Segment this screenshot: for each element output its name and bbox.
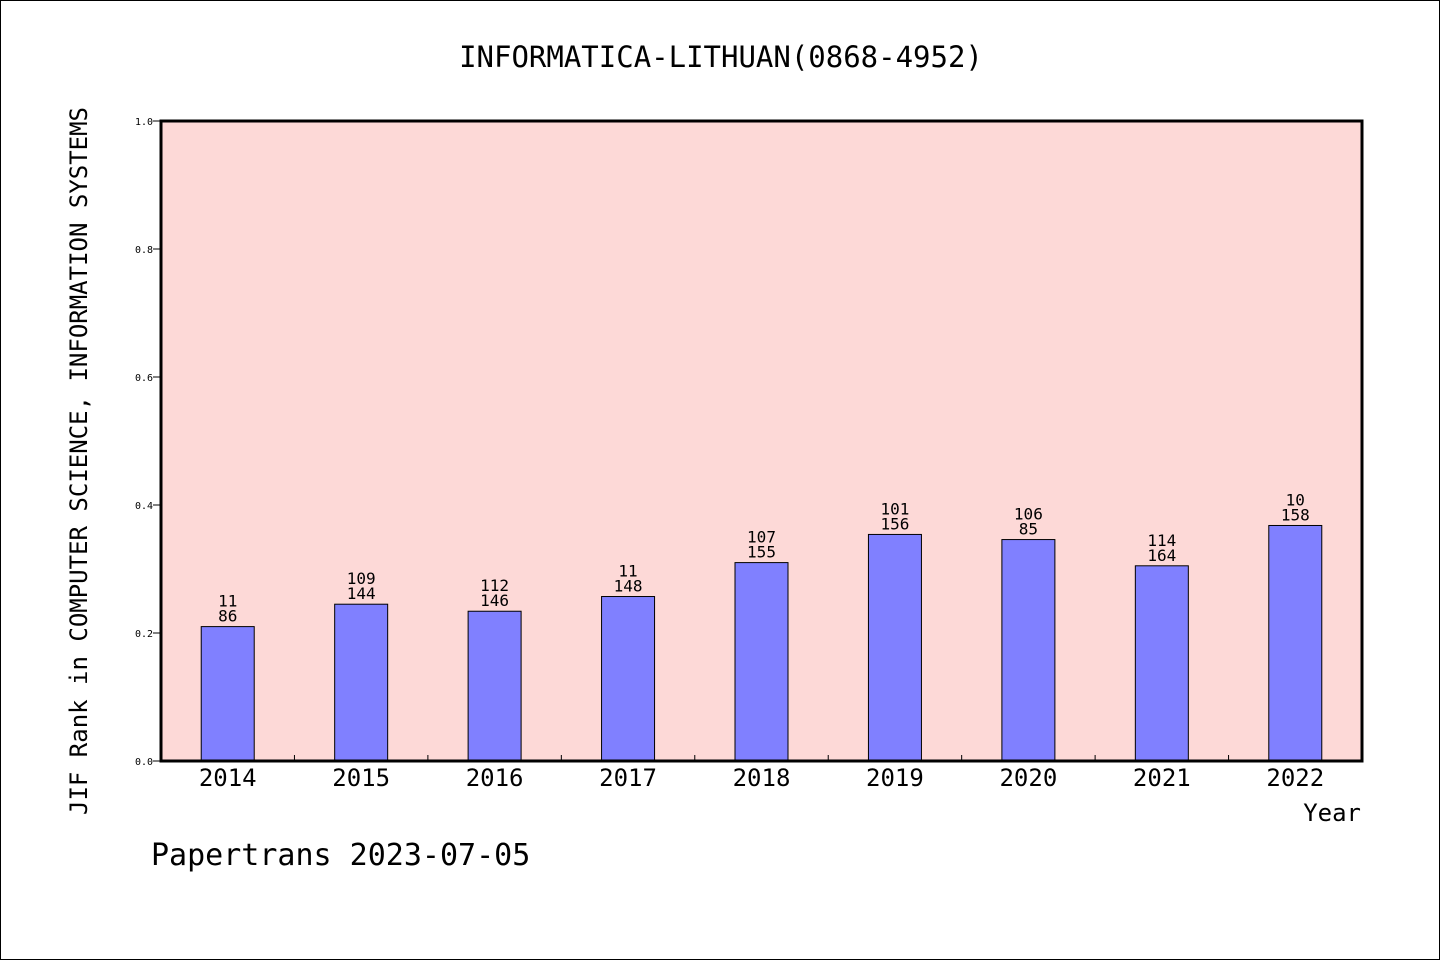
total-label: 85 bbox=[1019, 520, 1038, 539]
x-tick-label: 2017 bbox=[599, 764, 657, 792]
bars-group bbox=[200, 524, 1323, 762]
rank-label: 101 bbox=[880, 499, 909, 518]
chart-title: INFORMATICA-LITHUAN(0868-4952) bbox=[459, 40, 983, 74]
rank-label: 109 bbox=[347, 569, 376, 588]
x-tick-label: 2019 bbox=[866, 764, 924, 792]
rank-label: 107 bbox=[747, 528, 776, 547]
x-tick-label: 2022 bbox=[1266, 764, 1324, 792]
bar-2018 bbox=[734, 562, 789, 762]
y-tick-label: 0.6 bbox=[135, 373, 153, 384]
x-axis-label: Year bbox=[1303, 799, 1361, 827]
rank-label: 11 bbox=[218, 592, 237, 611]
x-tick-label: 2015 bbox=[332, 764, 390, 792]
total-label: 155 bbox=[747, 543, 776, 562]
bar-2014 bbox=[200, 626, 255, 762]
bar-2015 bbox=[334, 603, 389, 762]
bar-2020 bbox=[1001, 539, 1056, 762]
bar-2017 bbox=[601, 596, 656, 762]
x-tick-label: 2016 bbox=[466, 764, 524, 792]
rank-label: 106 bbox=[1014, 505, 1043, 524]
y-tick-label: 0.8 bbox=[135, 245, 153, 256]
total-label: 86 bbox=[218, 607, 237, 626]
y-tick-label: 0.4 bbox=[135, 501, 153, 512]
total-label: 148 bbox=[614, 577, 643, 596]
y-tick-label: 1.0 bbox=[135, 117, 153, 128]
y-tick-label: 0.2 bbox=[135, 629, 153, 640]
x-tick-label: 2014 bbox=[199, 764, 257, 792]
rank-label: 114 bbox=[1147, 531, 1176, 550]
total-label: 144 bbox=[347, 584, 376, 603]
plot-border bbox=[159, 119, 1364, 763]
total-label: 156 bbox=[880, 514, 909, 533]
total-label: 146 bbox=[480, 591, 509, 610]
x-axis: 2014 2015 2016 2017 2018 2019 2020 2021 2022 bbox=[199, 755, 1324, 792]
rank-label: 112 bbox=[480, 576, 509, 595]
bar-2022 bbox=[1268, 524, 1323, 762]
rank-label: 10 bbox=[1286, 490, 1305, 509]
footer-credit: Papertrans 2023-07-05 bbox=[151, 838, 530, 873]
x-tick-label: 2018 bbox=[733, 764, 791, 792]
y-tick-label: 0.0 bbox=[135, 757, 153, 768]
bar-2021 bbox=[1134, 565, 1189, 762]
y-axis: 0.0 0.2 0.4 0.6 0.8 1.0 bbox=[135, 117, 161, 768]
total-label: 164 bbox=[1147, 546, 1176, 565]
x-tick-label: 2021 bbox=[1133, 764, 1191, 792]
y-axis-label: JIF Rank in COMPUTER SCIENCE, INFORMATIO… bbox=[65, 107, 93, 815]
total-label: 158 bbox=[1281, 505, 1310, 524]
bar-2016 bbox=[467, 610, 522, 762]
rank-label: 11 bbox=[618, 562, 637, 581]
x-tick-label: 2020 bbox=[999, 764, 1057, 792]
bar-2019 bbox=[867, 533, 922, 762]
